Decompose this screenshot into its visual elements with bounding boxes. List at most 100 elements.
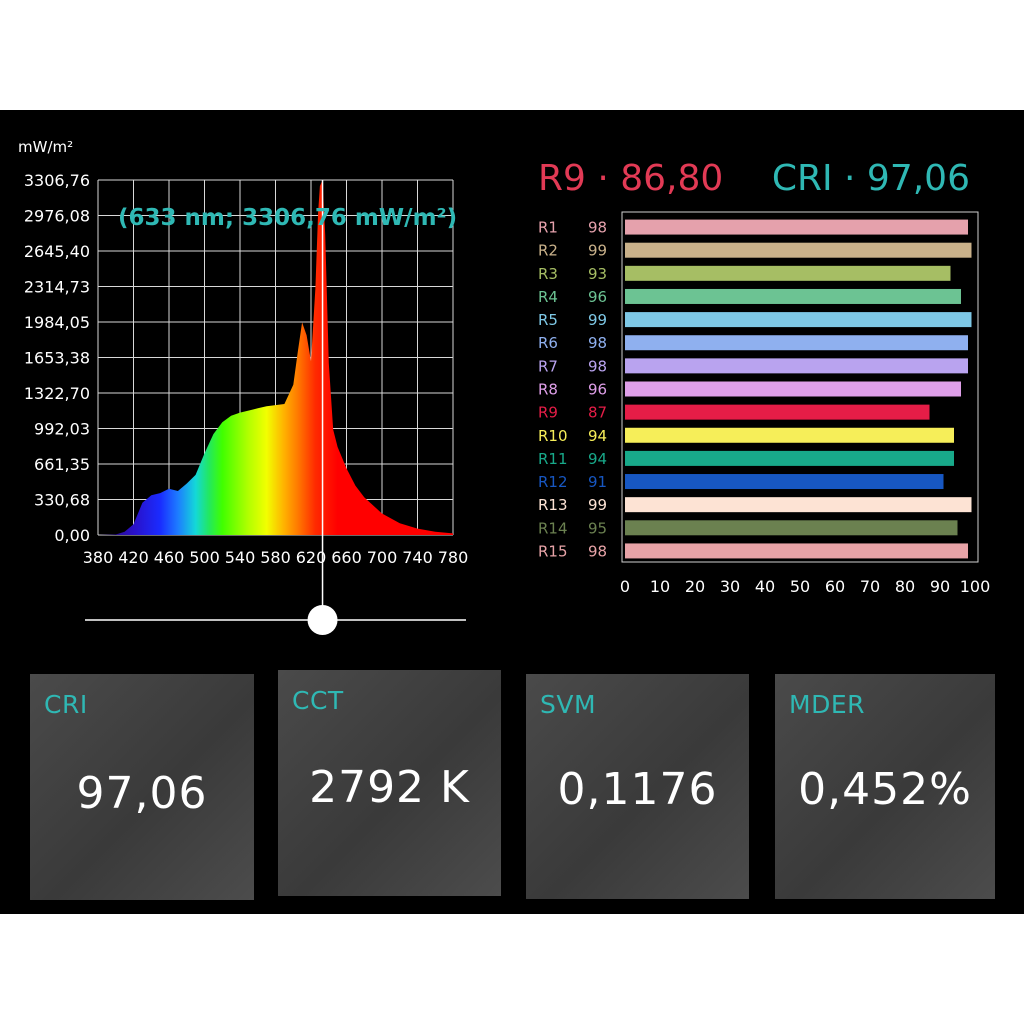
cri-x-tick-label: 90 [930,577,950,596]
metric-card-cct: CCT 2792 K [278,670,501,896]
cri-bar [625,219,968,235]
cri-value-label: 91 [588,473,607,491]
y-axis-unit: mW/m² [18,138,73,156]
cri-x-tick-label: 60 [825,577,845,596]
x-tick-label: 500 [189,548,220,567]
cri-label: R15 [538,542,568,560]
x-tick-label: 540 [225,548,256,567]
x-tick-label: 580 [260,548,291,567]
x-tick-label: 420 [118,548,149,567]
cri-bar [625,404,930,420]
cri-x-tick-label: 30 [720,577,740,596]
cri-label: R6 [538,334,558,352]
cri-value-label: 98 [588,542,607,560]
x-tick-label: 780 [438,548,469,567]
cri-value-label: 94 [588,427,607,445]
cri-bar [625,474,944,490]
y-tick-label: 2314,73 [24,278,90,297]
cri-value-label: 99 [588,242,607,260]
cri-bar [625,312,972,328]
y-tick-label: 2645,40 [24,242,90,261]
x-tick-label: 460 [154,548,185,567]
x-tick-label: 620 [296,548,327,567]
y-tick-label: 992,03 [34,420,90,439]
cri-label: R13 [538,496,568,514]
metric-card-svm: SVM 0,1176 [526,674,749,899]
metric-label-cct: CCT [292,686,344,715]
cri-bar [625,497,972,513]
spectrum-chart: 3306,76 2976,08 2645,40 2314,73 1984,05 1653,… [18,138,469,635]
bar-chart-frame [621,211,979,563]
cri-bar-chart: R9 · 86,80 CRI · 97,06 R1 98 R2 99 R3 93 R4 96 R5 9… [538,158,991,596]
cri-x-tick-label: 0 [620,577,630,596]
cri-value-label: 96 [588,381,607,399]
x-tick-label: 660 [331,548,362,567]
cri-label: R14 [538,519,568,537]
cri-value-label: 94 [588,450,607,468]
cri-bar [625,381,961,397]
y-tick-label: 0,00 [54,526,90,545]
cri-x-tick-label: 10 [650,577,670,596]
cri-value-label: 93 [588,265,607,283]
x-tick-label: 700 [367,548,398,567]
y-tick-label: 661,35 [34,455,90,474]
cri-label: R9 [538,404,558,422]
cri-value-label: 98 [588,219,607,237]
cri-label: R8 [538,381,558,399]
cri-value-label: 96 [588,288,607,306]
cri-label: R10 [538,427,568,445]
cri-bar [625,265,951,281]
cri-value-label: 98 [588,334,607,352]
color-report-panel: 3306,76 2976,08 2645,40 2314,73 1984,05 1653,… [0,110,1024,914]
cri-value-label: 98 [588,357,607,375]
wavelength-slider-handle[interactable] [307,605,338,635]
metric-card-cri: CRI 97,06 [30,674,254,900]
cri-label: R3 [538,265,558,283]
cri-x-tick-label: 100 [960,577,991,596]
y-tick-label: 330,68 [34,491,90,510]
metric-card-mder: MDER 0,452% [775,674,995,899]
x-tick-label: 740 [402,548,433,567]
y-tick-label: 1984,05 [24,313,90,332]
metric-value-cct: 2792 K [309,762,470,813]
cri-label: R5 [538,311,558,329]
cri-label: R2 [538,242,558,260]
cri-bar [625,288,961,304]
cri-x-tick-label: 20 [685,577,705,596]
cri-label: R11 [538,450,568,468]
cri-label: R4 [538,288,558,306]
cri-value-label: 87 [588,404,607,422]
x-tick-label: 380 [83,548,114,567]
cri-value-label: 95 [588,519,607,537]
cri-bar [625,335,968,351]
y-tick-label: 1653,38 [24,349,90,368]
y-tick-label: 1322,70 [24,384,90,403]
spectrum-area [98,180,453,535]
cri-bar [625,450,954,466]
cri-bar [625,543,968,559]
cri-label: R12 [538,473,568,491]
peak-annotation: (633 nm; 3306,76 mW/m²) [118,205,457,231]
cri-x-tick-label: 80 [895,577,915,596]
cri-summary: CRI · 97,06 [772,158,970,199]
r9-summary: R9 · 86,80 [538,158,723,199]
cri-bar [625,358,968,374]
cri-bar [625,242,972,258]
metric-value-cri: 97,06 [76,768,208,819]
cri-x-tick-label: 50 [790,577,810,596]
cri-x-tick-label: 70 [860,577,880,596]
y-tick-label: 2976,08 [24,207,90,226]
metric-value-svm: 0,1176 [557,764,718,815]
cri-bar [625,427,954,443]
cri-bar [625,520,958,536]
metric-value-mder: 0,452% [798,764,972,815]
cri-label: R7 [538,357,558,375]
metric-label-cri: CRI [44,690,88,719]
cri-label: R1 [538,219,558,237]
cri-value-label: 99 [588,496,607,514]
cri-value-label: 99 [588,311,607,329]
metric-label-svm: SVM [540,690,597,719]
y-tick-label: 3306,76 [24,171,90,190]
metric-label-mder: MDER [789,690,865,719]
cri-x-tick-label: 40 [755,577,775,596]
